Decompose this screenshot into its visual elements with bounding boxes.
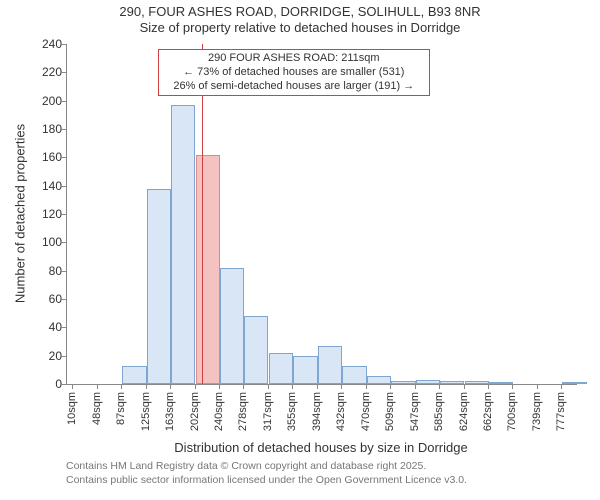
y-tick-mark (61, 271, 66, 272)
chart-title: 290, FOUR ASHES ROAD, DORRIDGE, SOLIHULL… (0, 4, 600, 37)
annotation-line-3: 26% of semi-detached houses are larger (… (165, 80, 423, 94)
x-tick-mark (464, 384, 465, 389)
y-tick-label: 200 (32, 94, 62, 108)
title-line-2: Size of property relative to detached ho… (0, 20, 600, 36)
x-tick-label: 432sqm (335, 392, 347, 431)
x-tick-mark (415, 384, 416, 389)
y-tick-label: 180 (32, 122, 62, 136)
histogram-bar (391, 381, 415, 384)
y-tick-mark (61, 129, 66, 130)
footer-note: Contains HM Land Registry data © Crown c… (66, 460, 467, 487)
x-tick-label: 700sqm (506, 392, 518, 431)
y-tick-mark (61, 72, 66, 73)
histogram-bar (220, 268, 244, 384)
y-tick-label: 160 (32, 150, 62, 164)
x-tick-label: 202sqm (189, 392, 201, 431)
y-tick-label: 80 (32, 264, 62, 278)
y-tick-mark (61, 384, 66, 385)
x-tick-label: 662sqm (482, 392, 494, 431)
x-tick-mark (72, 384, 73, 389)
x-tick-label: 355sqm (286, 392, 298, 431)
annotation-line-1: 290 FOUR ASHES ROAD: 211sqm (165, 52, 423, 66)
x-tick-label: 585sqm (433, 392, 445, 431)
histogram-bar (416, 380, 440, 384)
x-tick-mark (439, 384, 440, 389)
x-tick-mark (97, 384, 98, 389)
x-tick-label: 163sqm (164, 392, 176, 431)
x-tick-label: 278sqm (237, 392, 249, 431)
x-tick-mark (195, 384, 196, 389)
x-tick-mark (219, 384, 220, 389)
x-tick-mark (146, 384, 147, 389)
x-tick-label: 509sqm (384, 392, 396, 431)
x-tick-label: 240sqm (213, 392, 225, 431)
x-tick-mark (366, 384, 367, 389)
x-tick-mark (317, 384, 318, 389)
y-tick-mark (61, 327, 66, 328)
footer-line-1: Contains HM Land Registry data © Crown c… (66, 460, 467, 474)
y-tick-label: 240 (32, 37, 62, 51)
x-tick-label: 87sqm (115, 392, 127, 425)
x-tick-label: 777sqm (555, 392, 567, 431)
y-tick-label: 60 (32, 292, 62, 306)
footer-line-2: Contains public sector information licen… (66, 474, 467, 488)
y-tick-mark (61, 214, 66, 215)
x-tick-mark (121, 384, 122, 389)
x-tick-mark (292, 384, 293, 389)
x-tick-label: 547sqm (409, 392, 421, 431)
histogram-bar (465, 381, 489, 384)
histogram-bar (122, 366, 146, 384)
x-tick-mark (341, 384, 342, 389)
histogram-bar (318, 346, 342, 384)
y-tick-label: 20 (32, 349, 62, 363)
y-tick-label: 140 (32, 179, 62, 193)
x-tick-mark (512, 384, 513, 389)
y-tick-label: 40 (32, 320, 62, 334)
y-tick-mark (61, 242, 66, 243)
x-tick-mark (170, 384, 171, 389)
y-tick-label: 100 (32, 235, 62, 249)
y-tick-label: 120 (32, 207, 62, 221)
x-axis-label: Distribution of detached houses by size … (66, 440, 576, 455)
histogram-bar (269, 353, 293, 384)
histogram-bar (293, 356, 317, 384)
x-tick-label: 10sqm (66, 392, 78, 425)
x-tick-label: 394sqm (311, 392, 323, 431)
histogram-bar (342, 366, 366, 384)
y-tick-mark (61, 101, 66, 102)
y-tick-mark (61, 157, 66, 158)
annotation-line-2: ← 73% of detached houses are smaller (53… (165, 66, 423, 80)
histogram-bar (562, 382, 586, 384)
histogram-bar (171, 105, 195, 384)
x-tick-label: 48sqm (91, 392, 103, 425)
x-tick-label: 739sqm (531, 392, 543, 431)
y-tick-label: 220 (32, 65, 62, 79)
y-tick-mark (61, 186, 66, 187)
x-tick-mark (488, 384, 489, 389)
y-tick-mark (61, 356, 66, 357)
y-tick-mark (61, 44, 66, 45)
histogram-bar (489, 382, 513, 384)
x-tick-label: 317sqm (262, 392, 274, 431)
histogram-bar (196, 155, 220, 385)
histogram-bar (147, 189, 171, 385)
x-tick-label: 125sqm (140, 392, 152, 431)
x-tick-mark (243, 384, 244, 389)
histogram-bar (244, 316, 268, 384)
histogram-bar (440, 381, 464, 384)
title-line-1: 290, FOUR ASHES ROAD, DORRIDGE, SOLIHULL… (0, 4, 600, 20)
annotation-box: 290 FOUR ASHES ROAD: 211sqm ← 73% of det… (158, 49, 430, 96)
x-tick-mark (268, 384, 269, 389)
x-tick-mark (561, 384, 562, 389)
y-tick-mark (61, 299, 66, 300)
y-axis-label: Number of detached properties (13, 44, 28, 384)
chart-container: 290, FOUR ASHES ROAD, DORRIDGE, SOLIHULL… (0, 0, 600, 500)
x-tick-mark (390, 384, 391, 389)
x-tick-mark (537, 384, 538, 389)
y-tick-label: 0 (32, 377, 62, 391)
x-tick-label: 624sqm (458, 392, 470, 431)
histogram-bar (367, 376, 391, 385)
x-tick-label: 470sqm (360, 392, 372, 431)
